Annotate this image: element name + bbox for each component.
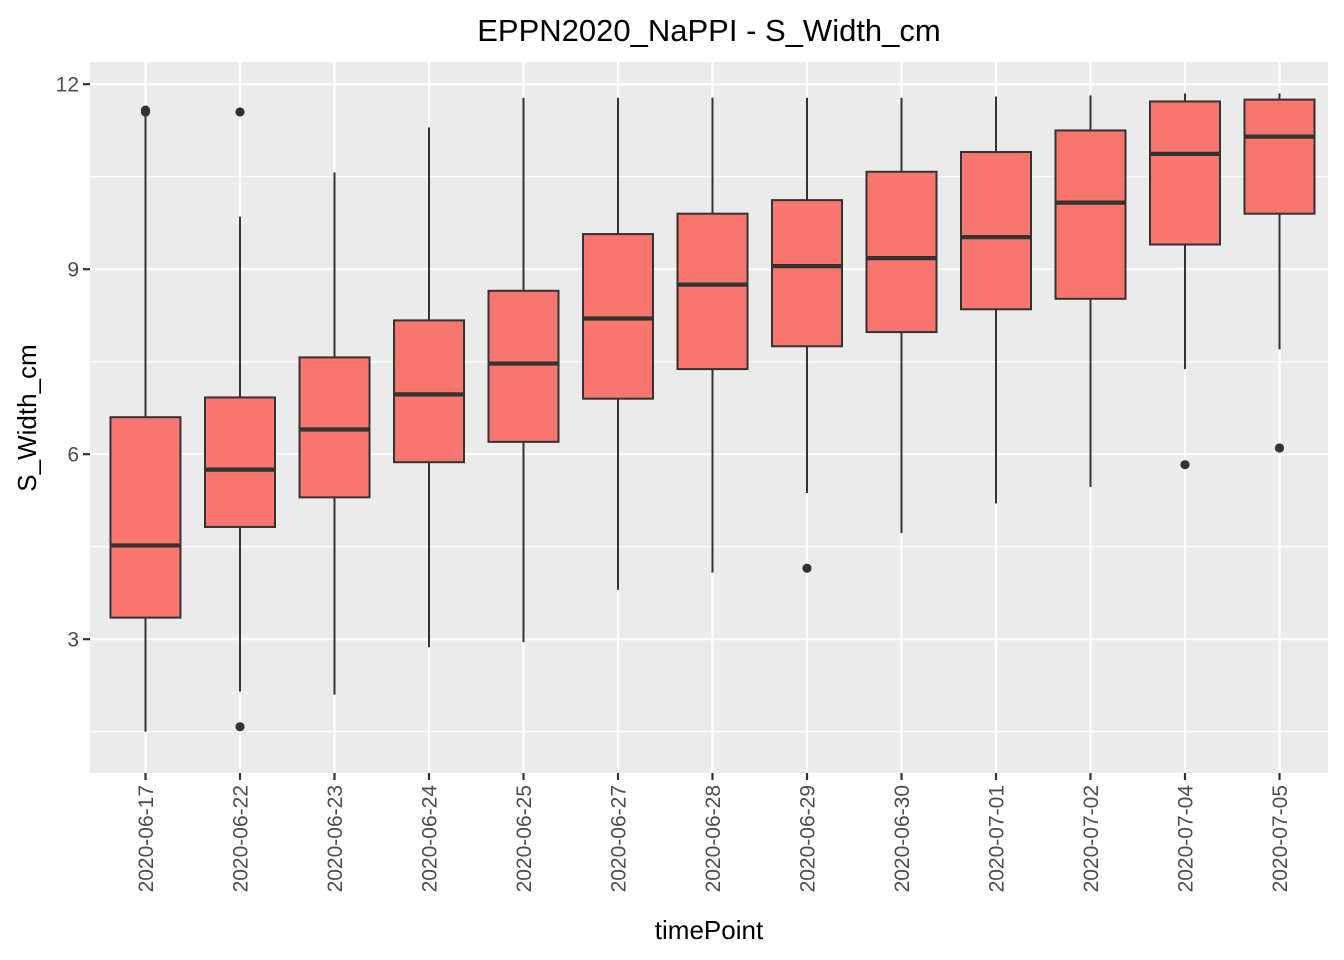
box-iqr — [109, 416, 182, 619]
x-tick-label: 2020-06-24 — [419, 785, 442, 893]
x-tick-label: 2020-07-04 — [1175, 785, 1198, 893]
box-2020-07-05 — [1243, 93, 1316, 453]
box-iqr — [204, 396, 276, 528]
box-iqr — [1054, 129, 1127, 300]
x-tick-label: 2020-06-30 — [891, 785, 914, 892]
y-tick-label: 9 — [67, 259, 79, 282]
box-iqr — [960, 151, 1032, 311]
x-tick-label: 2020-06-27 — [608, 785, 631, 892]
y-tick-label: 6 — [67, 444, 79, 467]
chart-title: EPPN2020_NaPPI - S_Width_cm — [477, 13, 941, 48]
x-tick-label: 2020-06-25 — [513, 785, 536, 892]
outlier-point — [235, 722, 245, 732]
x-tick-label: 2020-06-23 — [324, 785, 347, 892]
box-iqr — [865, 170, 938, 334]
box-2020-07-04 — [1149, 93, 1221, 470]
x-tick-label: 2020-06-17 — [135, 785, 158, 892]
y-tick-label: 12 — [56, 74, 79, 97]
x-tick-label: 2020-06-28 — [702, 785, 725, 892]
box-iqr — [771, 199, 843, 348]
box-iqr — [582, 233, 654, 400]
box-2020-06-17 — [109, 105, 182, 732]
box-iqr — [487, 289, 560, 443]
box-2020-06-30 — [865, 97, 938, 534]
box-iqr — [1243, 98, 1316, 215]
x-tick-label: 2020-07-05 — [1269, 785, 1292, 892]
x-tick-label: 2020-06-22 — [230, 785, 253, 892]
x-axis: 2020-06-17 2020-06-22 2020-06-23 2020-06-24… — [135, 773, 1292, 892]
box-2020-06-25 — [487, 97, 560, 643]
box-2020-06-23 — [298, 172, 371, 695]
y-axis: 3 6 9 12 — [56, 74, 90, 652]
outlier-point — [235, 107, 245, 117]
box-2020-07-02 — [1054, 95, 1127, 487]
y-tick-label: 3 — [67, 629, 79, 652]
box-series — [109, 93, 1316, 732]
x-tick-label: 2020-07-01 — [986, 785, 1009, 892]
box-iqr — [676, 212, 749, 371]
box-iqr — [1149, 100, 1221, 246]
box-iqr — [298, 356, 371, 499]
box-2020-06-28 — [676, 97, 749, 573]
outlier-point — [802, 563, 812, 573]
box-iqr — [393, 319, 465, 464]
box-2020-06-22 — [204, 107, 276, 732]
outlier-point — [1274, 443, 1285, 453]
box-2020-06-29 — [771, 97, 843, 573]
box-2020-06-24 — [393, 127, 465, 648]
box-2020-07-01 — [960, 96, 1032, 504]
box-2020-06-27 — [582, 97, 654, 590]
outlier-point — [1180, 460, 1190, 470]
x-tick-label: 2020-06-29 — [797, 785, 820, 892]
outlier-point — [140, 107, 151, 117]
y-axis-title: S_Width_cm — [12, 344, 42, 491]
x-tick-label: 2020-07-02 — [1080, 785, 1103, 892]
x-axis-title: timePoint — [655, 915, 764, 945]
